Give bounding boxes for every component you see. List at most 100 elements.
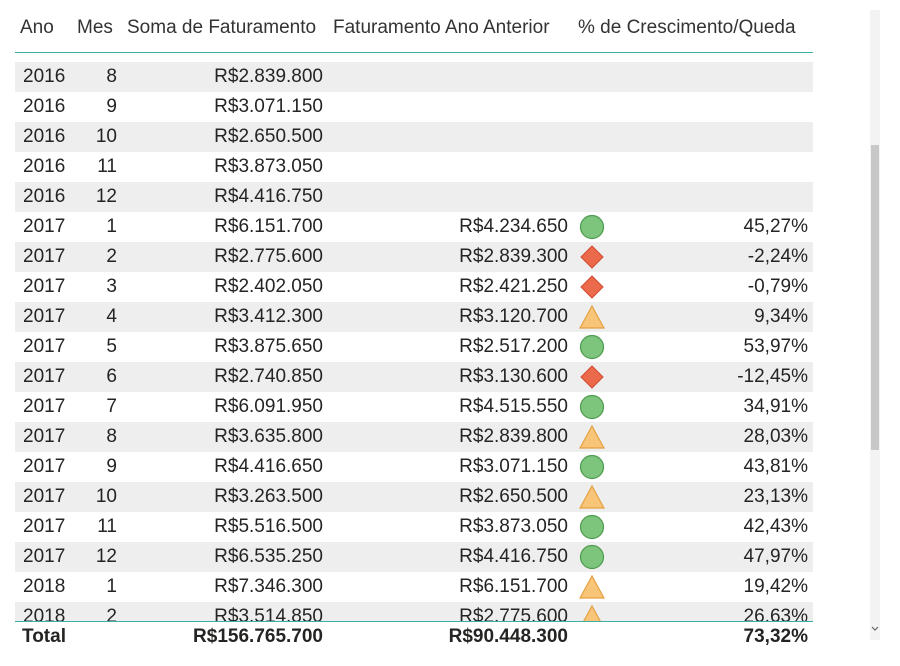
cell: 45,27% [743, 216, 808, 237]
cell: 2017 [23, 216, 66, 237]
table-row [15, 362, 813, 392]
scrollbar-thumb[interactable] [871, 145, 879, 450]
cell: 2017 [23, 516, 66, 537]
cell: 47,97% [743, 546, 808, 567]
cell: R$2.650.500 [214, 126, 323, 147]
table-row [15, 122, 813, 152]
status-icon [579, 484, 605, 509]
status-icon [579, 394, 605, 420]
cell: 12 [95, 186, 117, 207]
status-icon [579, 454, 605, 480]
cell: 6 [106, 366, 117, 387]
cell: 8 [106, 66, 117, 87]
cell: 2017 [23, 336, 66, 357]
cell: R$2.740.850 [214, 366, 323, 387]
cell: 2017 [23, 426, 66, 447]
cell: 10 [95, 486, 117, 507]
cell: 42,43% [743, 516, 808, 537]
cell: 11 [97, 516, 117, 537]
cell: R$6.535.250 [214, 546, 323, 567]
table-row [15, 422, 813, 452]
column-header: Ano [20, 17, 54, 38]
cell: 26,63% [743, 606, 808, 622]
table-row [15, 542, 813, 572]
cell: R$3.875.650 [214, 336, 323, 357]
cell: 34,91% [743, 396, 808, 417]
cell: 10 [95, 126, 117, 147]
cell: R$5.516.500 [214, 516, 323, 537]
status-icon [580, 275, 604, 299]
cell: 4 [106, 306, 117, 327]
cell: 2017 [23, 486, 66, 507]
cell: 2018 [23, 606, 66, 622]
cell: R$3.635.800 [214, 426, 323, 447]
cell: R$3.120.700 [459, 306, 568, 327]
cell: 9 [106, 96, 117, 117]
cell: R$2.775.600 [214, 246, 323, 267]
cell: R$3.412.300 [214, 306, 323, 327]
cell: 28,03% [743, 426, 808, 447]
cell: 2017 [23, 246, 66, 267]
status-icon [579, 544, 605, 570]
table-row [15, 302, 813, 332]
cell: 2 [106, 246, 117, 267]
status-icon [579, 214, 605, 240]
cell: R$3.263.500 [214, 486, 323, 507]
cell: 19,42% [743, 576, 808, 597]
total-label: Total [22, 626, 66, 647]
cell: 1 [106, 216, 117, 237]
cell: R$2.650.500 [459, 486, 568, 507]
cell: 1 [106, 576, 117, 597]
cell: 7 [106, 396, 117, 417]
cell: R$2.421.250 [459, 276, 568, 297]
cell: 53,97% [743, 336, 808, 357]
table-row [15, 482, 813, 512]
cell: R$2.517.200 [459, 336, 568, 357]
cell: R$2.775.600 [459, 606, 568, 622]
cell: -12,45% [737, 366, 808, 387]
cell: -2,24% [747, 246, 808, 267]
total-cell: 73,32% [743, 626, 808, 647]
cell: 2016 [23, 156, 66, 177]
cell: 2016 [23, 126, 66, 147]
status-icon [580, 365, 604, 389]
table-row [15, 182, 813, 212]
scroll-down-arrow[interactable] [870, 624, 880, 634]
cell: 12 [95, 546, 117, 567]
column-header: % de Crescimento/Queda [578, 17, 796, 38]
cell: R$3.071.150 [459, 456, 568, 477]
cell: R$6.151.700 [214, 216, 323, 237]
status-icon [579, 304, 605, 329]
status-icon [580, 245, 604, 269]
cell: 2016 [23, 96, 66, 117]
cell: R$3.873.050 [459, 516, 568, 537]
cell: -0,79% [747, 276, 808, 297]
cell: 2017 [23, 456, 66, 477]
cell: R$3.514.850 [214, 606, 323, 622]
cell: 2017 [23, 276, 66, 297]
cell: 3 [106, 276, 117, 297]
column-header: Soma de Faturamento [127, 17, 317, 38]
total-rule [15, 621, 813, 622]
status-icon [582, 604, 602, 622]
cell: R$2.402.050 [214, 276, 323, 297]
cell: 9 [106, 456, 117, 477]
status-icon [579, 334, 605, 360]
cell: 2 [106, 606, 117, 622]
cell: 2017 [23, 366, 66, 387]
cell: 2017 [23, 396, 66, 417]
cell: 2017 [23, 306, 66, 327]
cell: R$2.839.300 [459, 246, 568, 267]
cell: 8 [106, 426, 117, 447]
status-icon [579, 514, 605, 540]
table-row [15, 602, 813, 622]
cell: R$3.130.600 [459, 366, 568, 387]
table-row [15, 242, 813, 272]
cell: 2016 [23, 66, 66, 87]
cell: R$6.091.950 [214, 396, 323, 417]
cell: R$2.839.800 [459, 426, 568, 447]
cell: 23,13% [743, 486, 808, 507]
cell: R$4.416.750 [214, 186, 323, 207]
table-row [15, 62, 813, 92]
